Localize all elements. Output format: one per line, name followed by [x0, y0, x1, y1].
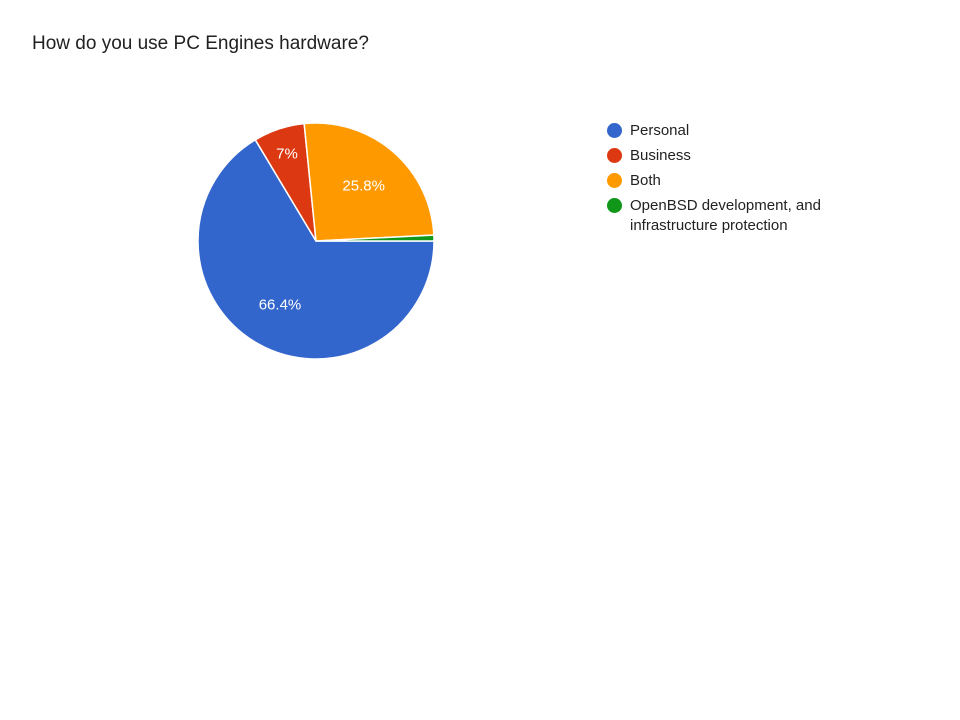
legend-label-business: Business — [630, 147, 691, 164]
legend-label-openbsd: OpenBSD development, and infrastructure … — [630, 197, 821, 234]
legend-item-openbsd[interactable]: OpenBSD development, and infrastructure … — [607, 196, 867, 236]
legend-swatch-business — [607, 148, 622, 163]
legend-item-personal[interactable]: Personal — [607, 121, 867, 141]
pie-slice-both[interactable] — [303, 122, 435, 242]
legend-item-both[interactable]: Both — [607, 171, 867, 191]
slice-label-personal: 66.4% — [259, 297, 302, 314]
legend-item-business[interactable]: Business — [607, 146, 867, 166]
legend-swatch-openbsd — [607, 198, 622, 213]
legend: Personal Business Both OpenBSD developme… — [607, 121, 867, 241]
legend-swatch-personal — [607, 123, 622, 138]
slice-label-both: 25.8% — [342, 178, 385, 195]
pie-slice-openbsd[interactable] — [315, 234, 435, 242]
legend-label-personal: Personal — [630, 122, 690, 139]
slice-label-business: 7% — [276, 146, 298, 163]
pie-slice-personal[interactable] — [197, 138, 435, 360]
chart-title: How do you use PC Engines hardware? — [32, 33, 369, 54]
legend-swatch-both — [607, 173, 622, 188]
legend-label-both: Both — [630, 172, 661, 189]
